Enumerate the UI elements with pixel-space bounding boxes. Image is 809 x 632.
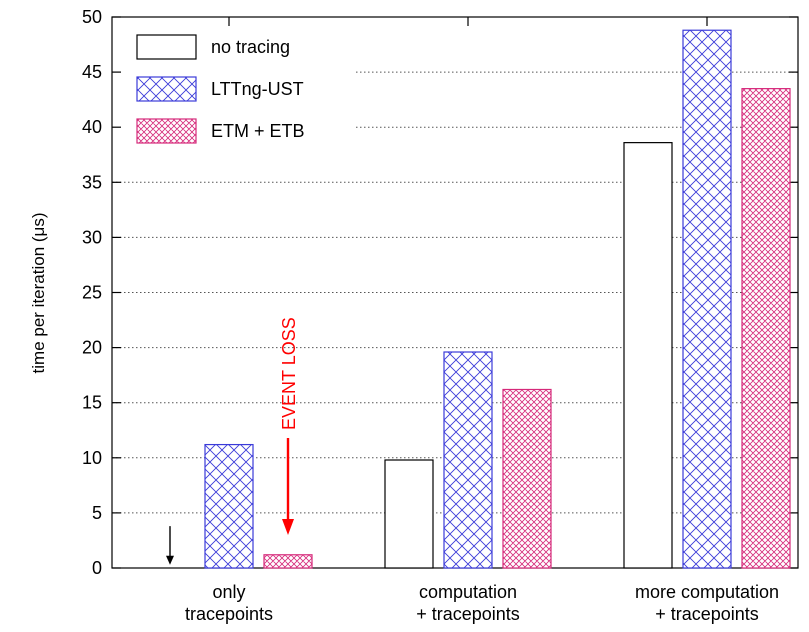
annotation-arrow-head-1 bbox=[166, 555, 174, 565]
legend-label-1: LTTng-UST bbox=[211, 79, 304, 99]
y-tick-label-5: 5 bbox=[92, 503, 102, 523]
legend-swatch-0 bbox=[136, 34, 197, 60]
legend-swatch-1 bbox=[136, 76, 197, 102]
bar-no-tracing-1 bbox=[384, 459, 434, 569]
bar-etm-etb-1 bbox=[502, 388, 552, 569]
bar-no-tracing-2 bbox=[623, 142, 673, 569]
annotation-arrow-head-0 bbox=[282, 518, 294, 535]
x-tick-label-1-1: + tracepoints bbox=[416, 604, 520, 624]
y-tick-label-20: 20 bbox=[82, 338, 102, 358]
y-tick-label-0: 0 bbox=[92, 558, 102, 578]
annotation-label-0: EVENT LOSS bbox=[279, 317, 299, 430]
y-axis-label: time per iteration (μs) bbox=[29, 213, 48, 374]
y-tick-label-45: 45 bbox=[82, 62, 102, 82]
x-tick-label-1-0: computation bbox=[419, 582, 517, 602]
bar-etm-etb-0 bbox=[263, 554, 313, 569]
bar-lttng-ust-0 bbox=[204, 443, 254, 569]
bar-lttng-ust-1 bbox=[443, 351, 493, 569]
y-tick-label-35: 35 bbox=[82, 172, 102, 192]
bar-lttng-ust-2 bbox=[682, 29, 732, 569]
x-tick-label-2-1: + tracepoints bbox=[655, 604, 759, 624]
bar-etm-etb-2 bbox=[741, 88, 791, 569]
x-tick-label-2-0: more computation bbox=[635, 582, 779, 602]
y-tick-label-40: 40 bbox=[82, 117, 102, 137]
y-tick-label-10: 10 bbox=[82, 448, 102, 468]
y-tick-label-15: 15 bbox=[82, 393, 102, 413]
y-tick-label-50: 50 bbox=[82, 7, 102, 27]
y-tick-label-25: 25 bbox=[82, 283, 102, 303]
x-tick-label-0-1: tracepoints bbox=[185, 604, 273, 624]
y-tick-label-30: 30 bbox=[82, 227, 102, 247]
legend-swatch-2 bbox=[136, 118, 197, 144]
legend-label-2: ETM + ETB bbox=[211, 121, 305, 141]
x-tick-label-0-0: only bbox=[212, 582, 245, 602]
legend-label-0: no tracing bbox=[211, 37, 290, 57]
